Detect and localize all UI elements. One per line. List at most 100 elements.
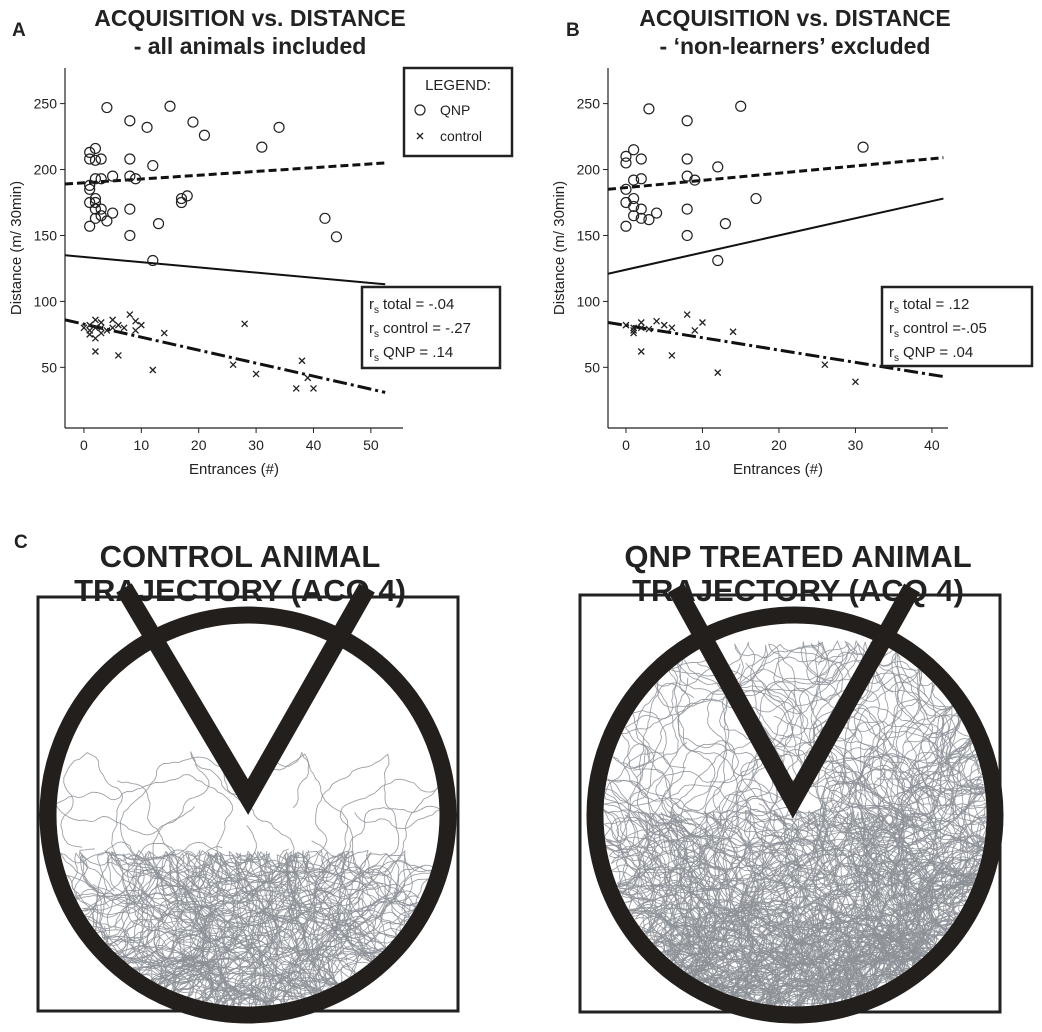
trajectory-path (126, 850, 310, 971)
point (851, 378, 859, 386)
point (637, 348, 645, 355)
fit-line (65, 254, 386, 286)
annotation: rs QNP = .04 (889, 344, 973, 364)
x-tick-label: 10 (695, 437, 711, 453)
legend-marker (416, 132, 424, 140)
point (735, 100, 747, 112)
point (147, 254, 159, 267)
trajectory-path (862, 813, 981, 927)
trajectory-path (770, 848, 955, 1003)
point (750, 192, 762, 205)
trajectory-path (803, 640, 909, 999)
y-axis-label: Distance (m/ 30min) (551, 181, 568, 315)
point (89, 142, 102, 155)
arena-circle (586, 606, 1004, 1024)
trajectory-path (648, 811, 937, 992)
trajectory-path (652, 640, 933, 799)
trajectory-path (751, 643, 979, 834)
point (628, 200, 640, 213)
annotation: rs QNP = .14 (369, 344, 453, 364)
point (84, 220, 96, 232)
point (630, 324, 638, 332)
point (181, 190, 193, 202)
trajectory-path (71, 849, 286, 1003)
chart-subtitle: - all animals included (134, 33, 367, 59)
fit-line (608, 156, 944, 191)
point (124, 203, 136, 215)
y-axis-label: Distance (m/ 30min) (8, 181, 25, 315)
trajectory-path (890, 740, 986, 933)
x-tick-label: 0 (622, 437, 630, 453)
annotation-part: r (369, 320, 374, 337)
point (681, 170, 693, 182)
trajectory (603, 639, 987, 1007)
trajectory-path (157, 850, 307, 1006)
point (84, 179, 96, 191)
point (149, 366, 157, 374)
point (668, 352, 676, 359)
trajectory-path (637, 810, 902, 956)
trajectory-path (235, 852, 435, 962)
y-tick-label: 50 (41, 359, 57, 375)
fit-line (65, 161, 386, 186)
point (630, 326, 638, 334)
x-tick-label: 50 (363, 437, 379, 453)
point (330, 231, 343, 243)
point (86, 321, 94, 329)
trajectory-path (709, 823, 987, 1007)
point (80, 324, 88, 332)
y-tick-label: 150 (34, 227, 58, 243)
legend-label: control (440, 128, 482, 144)
arena-v (116, 583, 375, 815)
annotation-box (880, 285, 1034, 368)
annotation-part: total = -.04 (383, 296, 454, 313)
point (668, 324, 676, 332)
point (107, 207, 119, 219)
point (120, 324, 128, 332)
point (712, 161, 724, 173)
legend-box (402, 66, 514, 158)
annotation-box (360, 285, 502, 370)
chart-subtitle: - ‘non-learners’ excluded (660, 33, 931, 59)
point (84, 153, 96, 165)
trajectory-path (624, 814, 908, 974)
point (89, 154, 102, 166)
trajectory-path (608, 809, 757, 922)
point (84, 183, 96, 195)
trajectory-path (712, 812, 814, 1006)
point (84, 146, 96, 158)
trajectory-path (629, 812, 762, 999)
point (160, 329, 168, 337)
annotation: rs total = .12 (889, 296, 969, 316)
point (89, 212, 102, 224)
trajectory-path (603, 749, 823, 956)
trajectory-path (120, 753, 310, 924)
annotation-part: control = -.27 (383, 320, 471, 337)
trajectory-title: CONTROL ANIMAL (100, 539, 381, 574)
trajectory-path (655, 755, 779, 961)
point (622, 321, 630, 329)
point (97, 324, 105, 332)
annotation: rs control =-.05 (889, 320, 987, 340)
trajectory-path (710, 815, 952, 953)
point (89, 192, 102, 205)
point (107, 170, 119, 182)
trajectory-path (132, 851, 301, 1007)
point (643, 103, 655, 115)
point (229, 361, 237, 369)
trajectory-path (304, 753, 400, 926)
trajectory-path (82, 865, 378, 995)
trajectory-path (155, 877, 411, 988)
trajectory-path (873, 653, 986, 890)
point (628, 174, 640, 186)
point (620, 196, 632, 209)
point (714, 369, 722, 377)
x-tick-label: 20 (191, 437, 207, 453)
point (689, 174, 701, 186)
x-tick-label: 10 (134, 437, 150, 453)
point (310, 384, 317, 392)
point (84, 196, 96, 209)
trajectory-path (112, 850, 271, 962)
trajectory-path (177, 905, 374, 1002)
point (147, 159, 159, 172)
